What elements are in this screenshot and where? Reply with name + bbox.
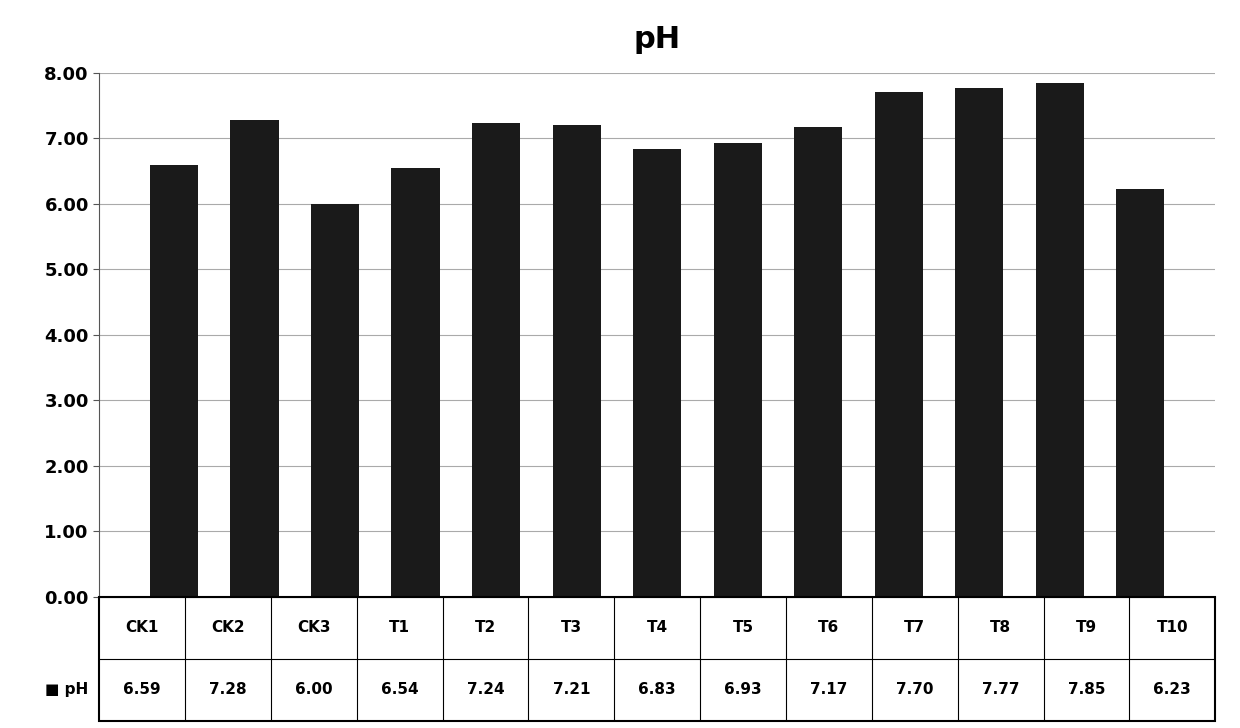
Text: 6.93: 6.93 [724,682,761,697]
Title: pH: pH [634,25,681,54]
Text: T3: T3 [560,620,582,636]
Text: T7: T7 [904,620,925,636]
Text: 7.77: 7.77 [982,682,1019,697]
Text: 7.70: 7.70 [897,682,934,697]
Bar [874,92,923,597]
Text: 7.28: 7.28 [210,682,247,697]
Bar [634,149,681,597]
Bar [1116,189,1164,597]
Bar [472,122,521,597]
Text: 7.24: 7.24 [466,682,505,697]
Text: T2: T2 [475,620,496,636]
Bar [553,124,601,597]
Text: CK1: CK1 [125,620,159,636]
Bar [392,168,440,597]
Text: 7.17: 7.17 [810,682,848,697]
Text: 7.21: 7.21 [553,682,590,697]
Text: 6.23: 6.23 [1153,682,1192,697]
Text: ■ pH: ■ pH [45,682,88,697]
Text: 6.00: 6.00 [295,682,332,697]
Text: CK2: CK2 [211,620,244,636]
Text: T9: T9 [1076,620,1097,636]
Bar [713,143,761,597]
Bar [311,204,360,597]
Text: 6.59: 6.59 [123,682,161,697]
Bar [1035,82,1084,597]
Text: T5: T5 [733,620,754,636]
Text: T8: T8 [990,620,1011,636]
Bar [794,127,842,597]
Bar [150,165,198,597]
Text: T4: T4 [646,620,668,636]
Text: 6.83: 6.83 [639,682,676,697]
Bar [955,88,1003,597]
Bar [231,120,279,597]
Text: T1: T1 [389,620,410,636]
Text: CK3: CK3 [298,620,331,636]
Text: T10: T10 [1157,620,1188,636]
Text: 7.85: 7.85 [1068,682,1105,697]
Text: T6: T6 [818,620,839,636]
Text: 6.54: 6.54 [381,682,418,697]
